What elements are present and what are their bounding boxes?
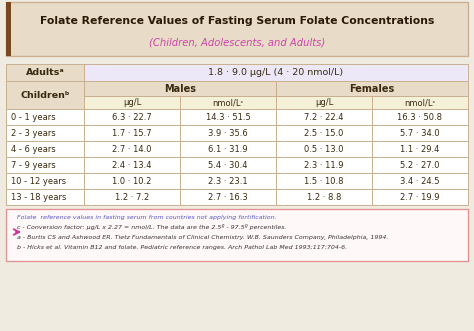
Bar	[372, 141, 468, 157]
Text: 2.7 · 14.0: 2.7 · 14.0	[112, 145, 152, 154]
Bar	[6, 2, 468, 56]
Text: Folate  reference values in fasting serum from countries not applying fortificat: Folate reference values in fasting serum…	[17, 214, 277, 219]
Bar	[180, 96, 276, 109]
Bar	[6, 189, 84, 205]
Text: 2.3 · 11.9: 2.3 · 11.9	[304, 161, 344, 169]
Text: 14.3 · 51.5: 14.3 · 51.5	[206, 113, 250, 121]
Bar	[276, 189, 372, 205]
Text: 0 - 1 years: 0 - 1 years	[11, 113, 55, 121]
Bar	[6, 141, 84, 157]
Text: Females: Females	[349, 83, 395, 93]
Text: Adultsᵃ: Adultsᵃ	[26, 68, 64, 77]
Text: μg/L: μg/L	[315, 98, 333, 107]
Text: 4 - 6 years: 4 - 6 years	[11, 145, 56, 154]
Text: 1.7 · 15.7: 1.7 · 15.7	[112, 128, 152, 137]
Bar	[276, 141, 372, 157]
Text: 3.4 · 24.5: 3.4 · 24.5	[400, 176, 440, 185]
Bar	[276, 81, 468, 96]
Text: 2.5 · 15.0: 2.5 · 15.0	[304, 128, 344, 137]
Bar	[276, 96, 372, 109]
Text: 10 - 12 years: 10 - 12 years	[11, 176, 66, 185]
Text: 7 - 9 years: 7 - 9 years	[11, 161, 56, 169]
Text: 5.7 · 34.0: 5.7 · 34.0	[400, 128, 440, 137]
Text: 6.3 · 22.7: 6.3 · 22.7	[112, 113, 152, 121]
Bar	[372, 125, 468, 141]
Bar	[84, 189, 180, 205]
Bar	[372, 109, 468, 125]
Bar	[180, 189, 276, 205]
Bar	[180, 125, 276, 141]
Bar	[180, 141, 276, 157]
Bar	[372, 173, 468, 189]
Bar	[6, 125, 84, 141]
Bar	[84, 96, 180, 109]
Bar	[6, 2, 11, 56]
Text: b - Hicks et al. Vitamin B12 and folate. Pediatric reference ranges. Arch Pathol: b - Hicks et al. Vitamin B12 and folate.…	[17, 245, 347, 250]
Bar	[276, 109, 372, 125]
Text: 16.3 · 50.8: 16.3 · 50.8	[398, 113, 443, 121]
Bar	[84, 125, 180, 141]
Text: 1.1 · 29.4: 1.1 · 29.4	[401, 145, 440, 154]
Bar	[6, 109, 84, 125]
Bar	[276, 173, 372, 189]
Bar	[6, 157, 84, 173]
Text: 5.2 · 27.0: 5.2 · 27.0	[400, 161, 440, 169]
Bar	[276, 125, 372, 141]
Text: Childrenᵇ: Childrenᵇ	[20, 90, 70, 100]
Bar	[84, 81, 276, 96]
Bar	[84, 64, 468, 81]
Text: 2.4 · 13.4: 2.4 · 13.4	[112, 161, 152, 169]
Text: 2.3 · 23.1: 2.3 · 23.1	[208, 176, 248, 185]
Text: 1.2 · 7.2: 1.2 · 7.2	[115, 193, 149, 202]
Text: 2.7 · 16.3: 2.7 · 16.3	[208, 193, 248, 202]
Bar	[84, 109, 180, 125]
Text: 1.0 · 10.2: 1.0 · 10.2	[112, 176, 152, 185]
Text: 13 - 18 years: 13 - 18 years	[11, 193, 66, 202]
Text: 5.4 · 30.4: 5.4 · 30.4	[208, 161, 248, 169]
Bar	[180, 173, 276, 189]
Bar	[84, 157, 180, 173]
Text: μg/L: μg/L	[123, 98, 141, 107]
Text: (Children, Adolescents, and Adults): (Children, Adolescents, and Adults)	[149, 37, 325, 48]
Text: nmol/Lᶜ: nmol/Lᶜ	[404, 98, 436, 107]
Text: 2 - 3 years: 2 - 3 years	[11, 128, 56, 137]
Text: 7.2 · 22.4: 7.2 · 22.4	[304, 113, 344, 121]
Bar	[372, 189, 468, 205]
Text: c - Conversion factor: μg/L x 2.27 = nmol/L. The data are the 2.5º - 97.5º perce: c - Conversion factor: μg/L x 2.27 = nmo…	[17, 224, 286, 230]
Text: 0.5 · 13.0: 0.5 · 13.0	[304, 145, 344, 154]
Bar	[6, 209, 468, 261]
Text: Folate Reference Values of Fasting Serum Folate Concentrations: Folate Reference Values of Fasting Serum…	[40, 16, 434, 26]
Text: 1.2 · 8.8: 1.2 · 8.8	[307, 193, 341, 202]
Text: 2.7 · 19.9: 2.7 · 19.9	[400, 193, 440, 202]
Bar	[6, 173, 84, 189]
Bar	[372, 157, 468, 173]
Bar	[6, 64, 84, 81]
Bar	[6, 81, 84, 109]
Bar	[84, 173, 180, 189]
Bar	[180, 157, 276, 173]
Bar	[180, 109, 276, 125]
Text: 1.8 · 9.0 μg/L (4 · 20 nmol/L): 1.8 · 9.0 μg/L (4 · 20 nmol/L)	[209, 68, 344, 77]
Text: Males: Males	[164, 83, 196, 93]
Text: nmol/Lᶜ: nmol/Lᶜ	[212, 98, 244, 107]
Text: 3.9 · 35.6: 3.9 · 35.6	[208, 128, 248, 137]
Text: a - Burtis CS and Ashwood ER. Tietz Fundamentals of Clinical Chemistry. W.B. Sau: a - Burtis CS and Ashwood ER. Tietz Fund…	[17, 234, 388, 240]
Bar	[372, 96, 468, 109]
Text: 6.1 · 31.9: 6.1 · 31.9	[208, 145, 248, 154]
Bar	[84, 141, 180, 157]
Bar	[276, 157, 372, 173]
Text: 1.5 · 10.8: 1.5 · 10.8	[304, 176, 344, 185]
